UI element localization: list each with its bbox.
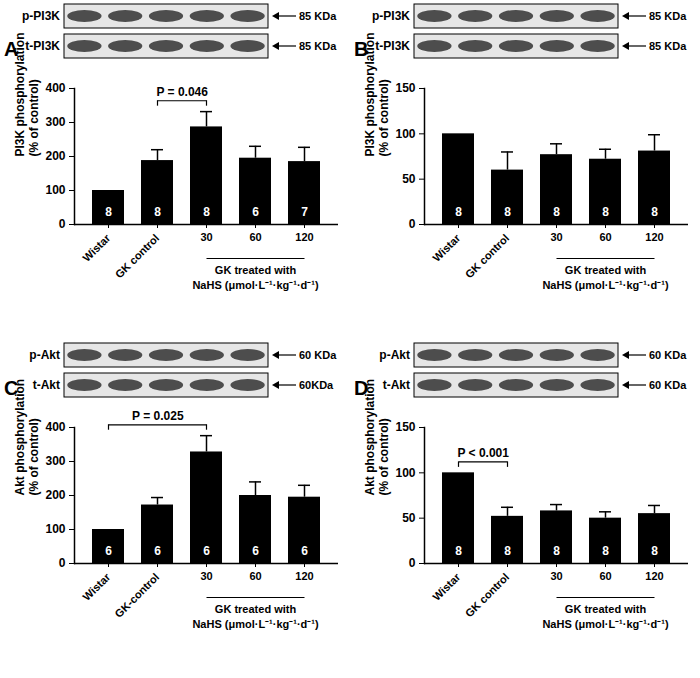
- svg-text:6: 6: [154, 544, 161, 558]
- svg-text:p-Akt: p-Akt: [379, 348, 410, 362]
- svg-text:6: 6: [301, 544, 308, 558]
- svg-text:GK treated with: GK treated with: [215, 264, 297, 276]
- svg-text:50: 50: [402, 172, 416, 186]
- svg-text:GK control: GK control: [113, 232, 162, 281]
- svg-text:8: 8: [553, 544, 560, 558]
- svg-text:0: 0: [59, 556, 66, 570]
- svg-text:6: 6: [252, 205, 259, 219]
- svg-text:Akt phosphorylation(% of contr: Akt phosphorylation(% of control): [363, 379, 391, 496]
- svg-text:120: 120: [645, 231, 663, 243]
- svg-text:GK treated with: GK treated with: [565, 264, 647, 276]
- svg-text:85 KDa: 85 KDa: [649, 40, 687, 52]
- svg-text:60 KDa: 60 KDa: [649, 379, 687, 391]
- svg-text:NaHS (μmol·L⁻¹·kg⁻¹·d⁻¹): NaHS (μmol·L⁻¹·kg⁻¹·d⁻¹): [542, 279, 669, 291]
- svg-text:p-Akt: p-Akt: [29, 348, 60, 362]
- svg-text:8: 8: [602, 205, 609, 219]
- svg-text:200: 200: [45, 149, 65, 163]
- svg-text:300: 300: [45, 115, 65, 129]
- svg-text:60: 60: [599, 231, 611, 243]
- svg-text:Wistar: Wistar: [80, 570, 113, 603]
- svg-text:60: 60: [249, 231, 261, 243]
- svg-text:6: 6: [105, 544, 112, 558]
- svg-text:30: 30: [550, 570, 562, 582]
- svg-text:P < 0.001: P < 0.001: [457, 446, 509, 460]
- svg-text:Wistar: Wistar: [430, 231, 463, 264]
- svg-text:PI3K phosphorylation(% of cont: PI3K phosphorylation(% of control): [363, 32, 391, 156]
- svg-text:p-PI3K: p-PI3K: [372, 9, 410, 23]
- svg-text:Akt phosphorylation(% of contr: Akt phosphorylation(% of control): [13, 379, 41, 496]
- svg-text:t-PI3K: t-PI3K: [25, 39, 60, 53]
- svg-text:8: 8: [154, 205, 161, 219]
- svg-text:100: 100: [45, 183, 65, 197]
- svg-text:GK control: GK control: [463, 232, 512, 281]
- svg-text:8: 8: [105, 205, 112, 219]
- svg-text:30: 30: [550, 231, 562, 243]
- svg-text:100: 100: [45, 522, 65, 536]
- svg-text:t-Akt: t-Akt: [383, 378, 410, 392]
- svg-text:GK control: GK control: [463, 571, 512, 620]
- svg-text:0: 0: [409, 217, 416, 231]
- svg-text:8: 8: [602, 544, 609, 558]
- svg-text:8: 8: [203, 205, 210, 219]
- svg-text:8: 8: [504, 205, 511, 219]
- svg-text:150: 150: [395, 420, 415, 434]
- svg-text:150: 150: [395, 81, 415, 95]
- svg-text:GK-control: GK-control: [112, 571, 161, 620]
- svg-text:400: 400: [45, 81, 65, 95]
- svg-text:7: 7: [301, 205, 308, 219]
- svg-text:8: 8: [651, 544, 658, 558]
- svg-text:GK treated with: GK treated with: [565, 603, 647, 615]
- svg-text:120: 120: [295, 570, 313, 582]
- svg-text:NaHS (μmol·L⁻¹·kg⁻¹·d⁻¹): NaHS (μmol·L⁻¹·kg⁻¹·d⁻¹): [192, 618, 319, 630]
- svg-text:85 KDa: 85 KDa: [649, 10, 687, 22]
- svg-text:30: 30: [200, 231, 212, 243]
- svg-text:8: 8: [455, 544, 462, 558]
- svg-text:60 KDa: 60 KDa: [299, 349, 337, 361]
- svg-text:60: 60: [249, 570, 261, 582]
- svg-text:60: 60: [599, 570, 611, 582]
- svg-text:85 KDa: 85 KDa: [299, 40, 337, 52]
- svg-text:0: 0: [409, 556, 416, 570]
- svg-text:t-Akt: t-Akt: [33, 378, 60, 392]
- svg-text:P = 0.025: P = 0.025: [132, 409, 184, 423]
- svg-text:120: 120: [295, 231, 313, 243]
- svg-text:6: 6: [252, 544, 259, 558]
- svg-text:PI3K phosphorylation(% of cont: PI3K phosphorylation(% of control): [13, 32, 41, 156]
- svg-text:8: 8: [455, 205, 462, 219]
- svg-text:30: 30: [200, 570, 212, 582]
- svg-text:8: 8: [504, 544, 511, 558]
- svg-text:100: 100: [395, 466, 415, 480]
- svg-text:NaHS (μmol·L⁻¹·kg⁻¹·d⁻¹): NaHS (μmol·L⁻¹·kg⁻¹·d⁻¹): [192, 279, 319, 291]
- svg-text:GK treated with: GK treated with: [215, 603, 297, 615]
- svg-text:100: 100: [395, 127, 415, 141]
- svg-text:Wistar: Wistar: [430, 570, 463, 603]
- svg-text:400: 400: [45, 420, 65, 434]
- svg-text:300: 300: [45, 454, 65, 468]
- svg-text:8: 8: [651, 205, 658, 219]
- svg-text:Wistar: Wistar: [80, 231, 113, 264]
- svg-text:8: 8: [553, 205, 560, 219]
- svg-text:t-PI3K: t-PI3K: [375, 39, 410, 53]
- svg-text:p-PI3K: p-PI3K: [22, 9, 60, 23]
- svg-text:120: 120: [645, 570, 663, 582]
- svg-text:50: 50: [402, 511, 416, 525]
- svg-text:60KDa: 60KDa: [299, 379, 334, 391]
- svg-text:60 KDa: 60 KDa: [649, 349, 687, 361]
- svg-text:85 KDa: 85 KDa: [299, 10, 337, 22]
- svg-text:6: 6: [203, 544, 210, 558]
- svg-text:0: 0: [59, 217, 66, 231]
- svg-text:P = 0.046: P = 0.046: [156, 85, 208, 99]
- svg-text:NaHS (μmol·L⁻¹·kg⁻¹·d⁻¹): NaHS (μmol·L⁻¹·kg⁻¹·d⁻¹): [542, 618, 669, 630]
- svg-text:200: 200: [45, 488, 65, 502]
